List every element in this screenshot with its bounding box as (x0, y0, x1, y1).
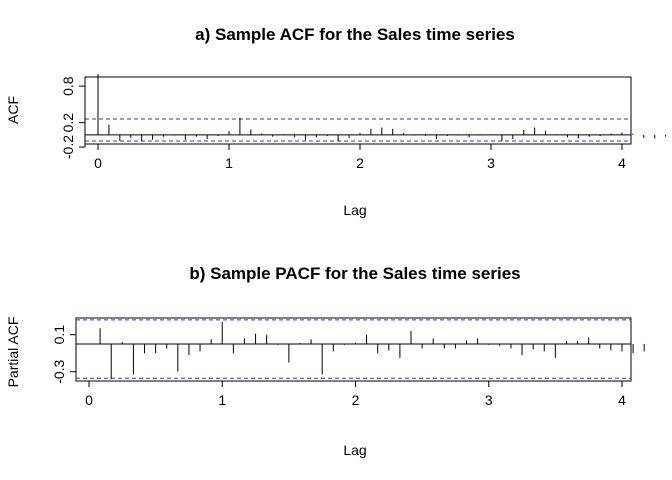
pacf-marks: 0 1 2 3 4 -0.3 0.1 (51, 317, 645, 408)
pacf-x-tick-label: 0 (85, 392, 93, 408)
acf-x-tick-label: 3 (487, 155, 495, 171)
pacf-x-tick-label: 1 (218, 392, 226, 408)
pacf-frame (75, 317, 632, 382)
acf-y-tick-label: -0.2 (60, 135, 76, 159)
pacf-title: b) Sample PACF for the Sales time series (189, 264, 520, 283)
acf-frame (84, 76, 632, 145)
pacf-y-tick-label: -0.3 (51, 359, 67, 383)
acf-y-tick-label: 0.2 (60, 113, 76, 133)
acf-panel: a) Sample ACF for the Sales time series … (5, 25, 667, 218)
acf-x-tick-label: 2 (356, 155, 364, 171)
acf-x-tick-label: 0 (94, 155, 102, 171)
acf-marks: 0 1 2 3 4 -0.2 0.2 0.8 (60, 73, 667, 171)
pacf-x-tick-label: 2 (352, 392, 360, 408)
pacf-xlabel: Lag (343, 442, 366, 458)
acf-x-tick-label: 4 (618, 155, 626, 171)
acf-xlabel: Lag (343, 202, 366, 218)
acf-y-tick-label: 0.8 (60, 76, 76, 96)
pacf-x-tick-label: 4 (618, 392, 626, 408)
pacf-panel: b) Sample PACF for the Sales time series… (5, 264, 645, 458)
acf-ylabel: ACF (5, 96, 21, 124)
pacf-y-tick-label: 0.1 (51, 325, 67, 345)
pacf-ylabel: Partial ACF (5, 317, 21, 388)
acf-title: a) Sample ACF for the Sales time series (195, 25, 515, 44)
acf-x-tick-label: 1 (225, 155, 233, 171)
pacf-x-tick-label: 3 (485, 392, 493, 408)
